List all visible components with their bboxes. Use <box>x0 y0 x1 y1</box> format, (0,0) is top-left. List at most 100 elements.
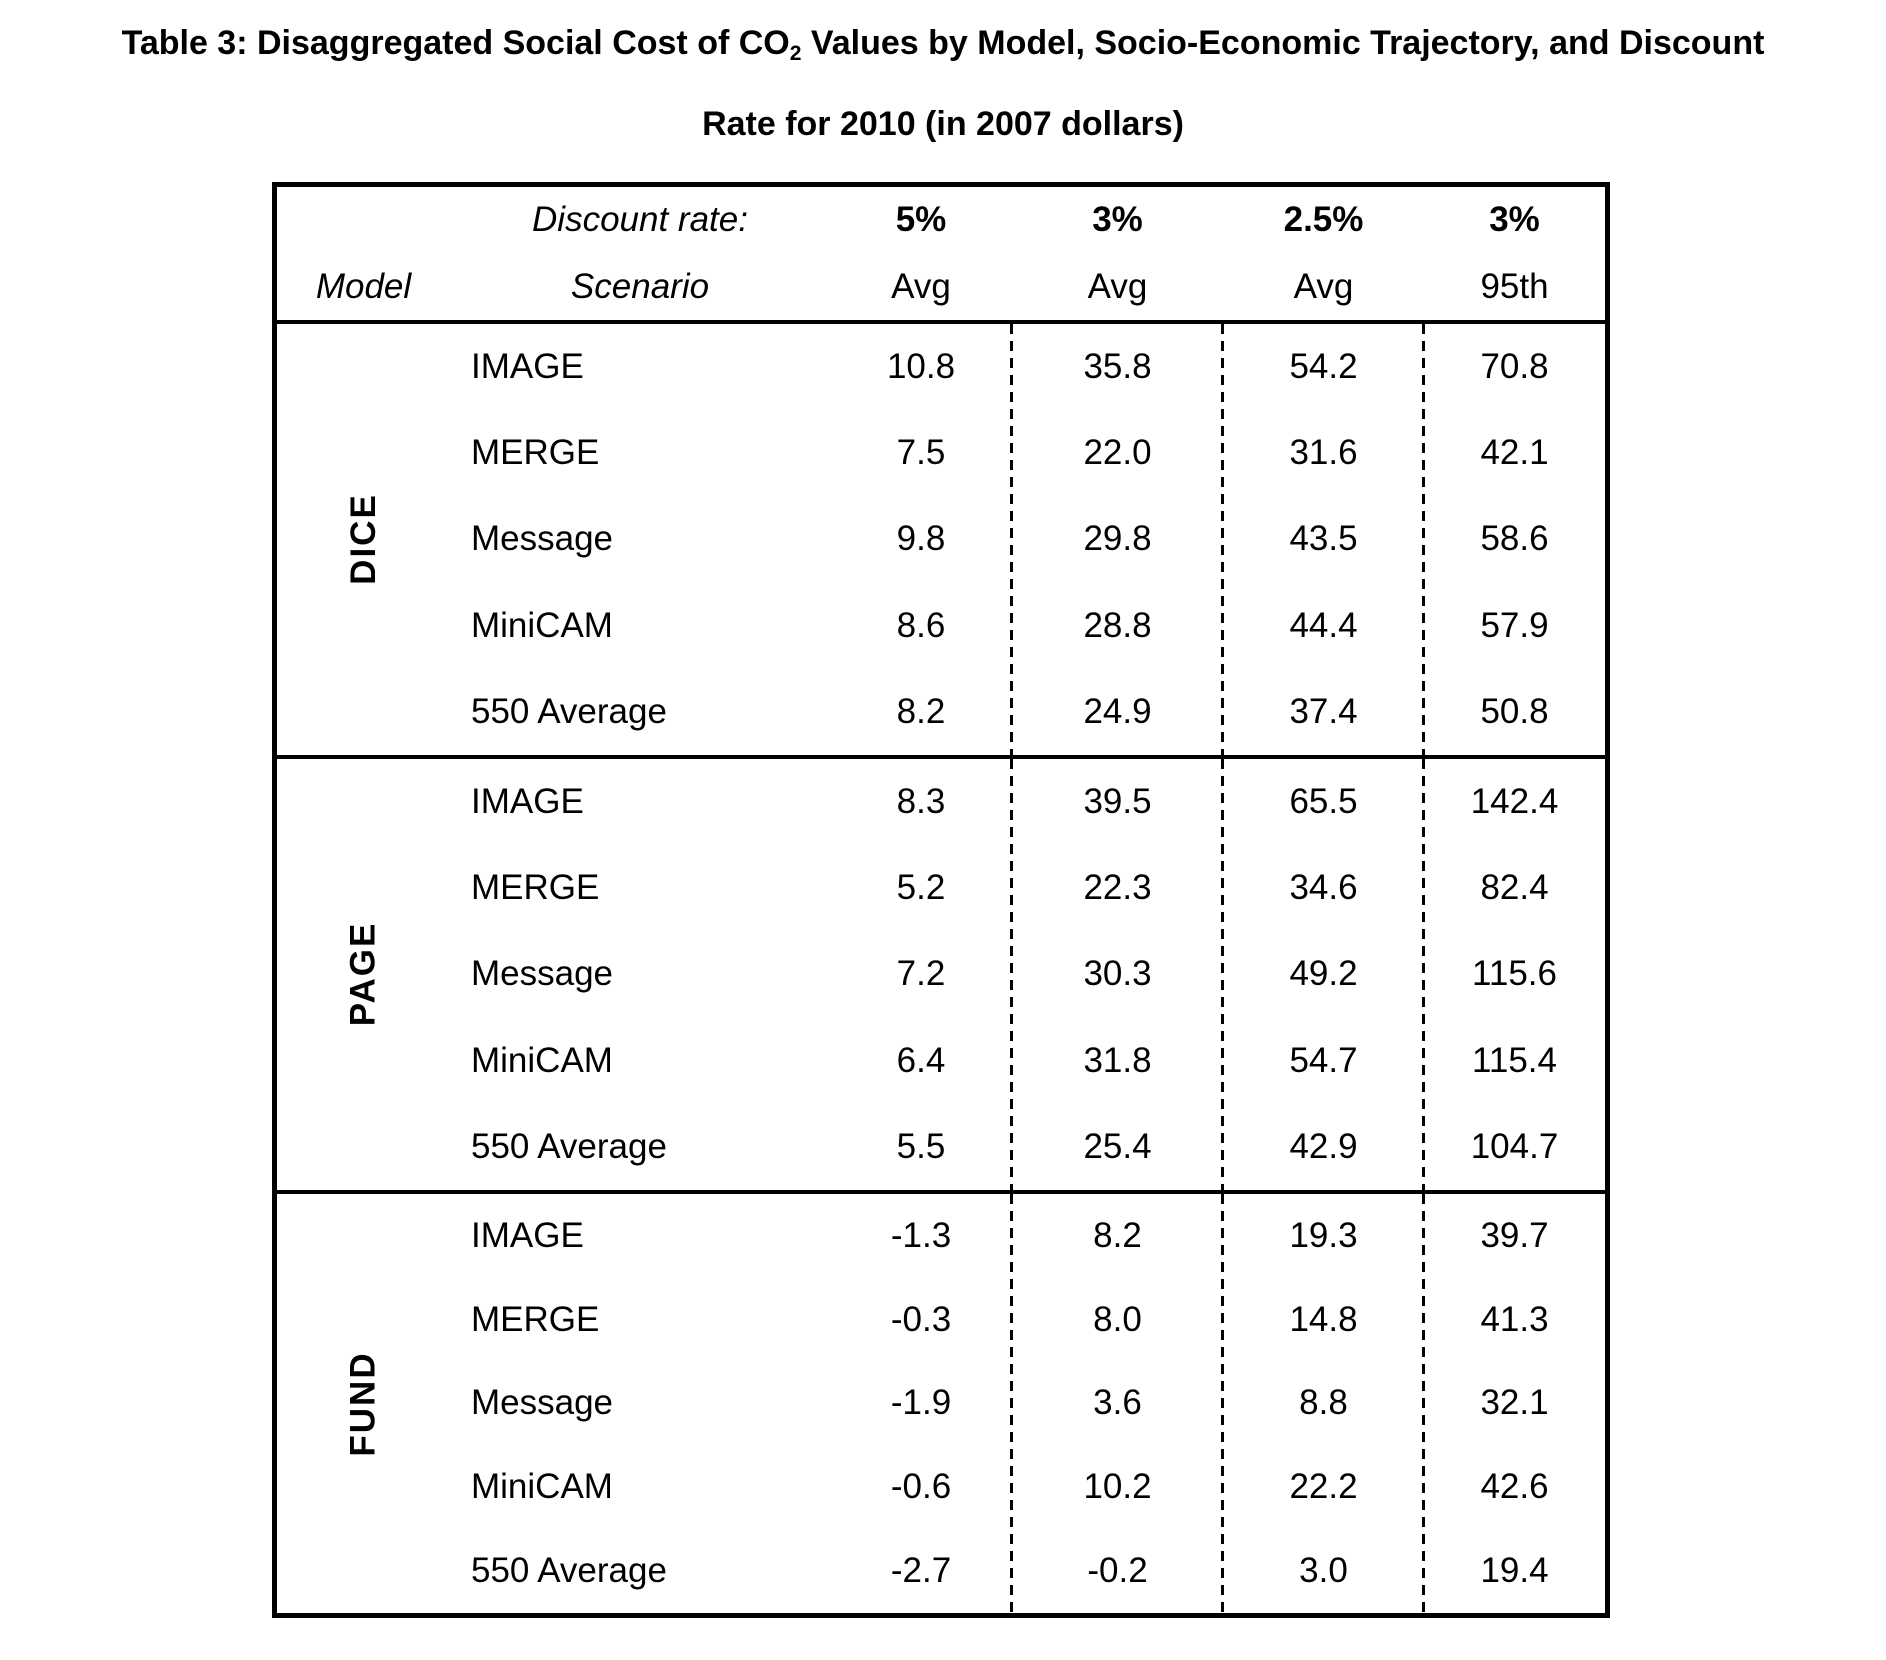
value-cell: 65.5 <box>1289 782 1358 822</box>
co2-subscript: 2 <box>789 41 802 65</box>
table-title-line1-post: Values by Model, Socio-Economic Trajecto… <box>801 24 1765 62</box>
stat-header-95th: 95th <box>1480 266 1549 306</box>
model-column-label: Model <box>315 266 412 306</box>
value-cell: 8.0 <box>1093 1299 1142 1339</box>
model-label-fund: FUND <box>343 1350 383 1457</box>
model-section-fund: FUND IMAGE -1.3 8.2 19.3 39.7 MERGE -0.3 8.0 14.8… <box>277 1190 1605 1613</box>
value-cell: 7.5 <box>896 433 946 473</box>
value-cell: 70.8 <box>1480 347 1549 387</box>
scenario-cell: 550 Average <box>471 1126 667 1166</box>
stat-header-avg-2: Avg <box>1087 266 1148 306</box>
value-cell: 41.3 <box>1480 1299 1549 1339</box>
value-cell: 50.8 <box>1480 691 1549 731</box>
model-section-page: PAGE IMAGE 8.3 39.5 65.5 142.4 MERGE 5.2 22.3 34.… <box>277 755 1605 1190</box>
value-cell: 9.8 <box>896 519 946 559</box>
scenario-column-label: Scenario <box>570 266 710 306</box>
value-cell: 57.9 <box>1480 605 1549 645</box>
value-cell: -0.6 <box>890 1467 952 1507</box>
value-cell: 54.2 <box>1289 347 1358 387</box>
scenario-cell: MiniCAM <box>471 605 613 645</box>
rate-header-3pct-95th: 3% <box>1489 200 1540 240</box>
stat-header-avg-1: Avg <box>891 266 951 306</box>
value-cell: 34.6 <box>1289 868 1358 908</box>
table-title-line2: Rate for 2010 (in 2007 dollars) <box>702 104 1184 143</box>
scenario-cell: IMAGE <box>471 782 584 822</box>
value-cell: 49.2 <box>1289 954 1358 994</box>
value-cell: 37.4 <box>1289 691 1358 731</box>
table-title-line1: Table 3: Disaggregated Social Cost of CO… <box>0 8 1886 89</box>
value-cell: 24.9 <box>1083 691 1152 731</box>
value-cell: 31.8 <box>1083 1040 1152 1080</box>
scenario-cell: MERGE <box>471 433 600 473</box>
model-cell-dice: DICE <box>277 324 450 755</box>
rate-header-5pct: 5% <box>895 200 947 240</box>
value-cell: 28.8 <box>1083 605 1152 645</box>
scenario-cell: MiniCAM <box>471 1040 613 1080</box>
value-cell: 10.8 <box>886 347 956 387</box>
value-cell: 82.4 <box>1480 868 1549 908</box>
value-cell: 10.2 <box>1083 1467 1152 1507</box>
value-cell: 44.4 <box>1289 605 1358 645</box>
value-cell: 115.4 <box>1472 1040 1557 1080</box>
value-cell: 22.0 <box>1083 433 1152 473</box>
value-cell: -1.9 <box>890 1383 952 1423</box>
scenario-cell: MERGE <box>471 868 600 908</box>
value-cell: 6.4 <box>896 1040 946 1080</box>
value-cell: -2.7 <box>890 1551 952 1591</box>
table-header: Discount rate: 5% 3% 2.5% 3% Model Scena… <box>277 187 1605 320</box>
value-cell: 115.6 <box>1472 954 1557 994</box>
value-cell: 25.4 <box>1083 1126 1152 1166</box>
value-cell: 32.1 <box>1480 1383 1549 1423</box>
value-cell: 3.6 <box>1093 1383 1142 1423</box>
value-cell: 8.2 <box>1093 1215 1142 1255</box>
stat-header-avg-3: Avg <box>1293 266 1354 306</box>
value-cell: 3.0 <box>1299 1551 1348 1591</box>
value-cell: 39.7 <box>1480 1215 1549 1255</box>
value-cell: 54.7 <box>1289 1040 1358 1080</box>
value-cell: 42.1 <box>1480 433 1549 473</box>
value-cell: -0.2 <box>1087 1551 1148 1591</box>
value-cell: 42.9 <box>1289 1126 1358 1166</box>
value-cell: 8.2 <box>896 691 946 731</box>
rate-header-3pct: 3% <box>1092 200 1143 240</box>
scenario-cell: 550 Average <box>471 691 667 731</box>
scenario-cell: IMAGE <box>471 1215 584 1255</box>
table-title-line1-pre: Table 3: Disaggregated Social Cost of CO <box>121 24 790 62</box>
model-cell-page: PAGE <box>277 759 450 1190</box>
model-cell-fund: FUND <box>277 1194 450 1613</box>
table-body: DICE IMAGE 10.8 35.8 54.2 70.8 MERGE 7.5 22.0 31.… <box>277 320 1605 1613</box>
value-cell: -1.3 <box>890 1215 952 1255</box>
value-cell: 22.2 <box>1289 1467 1358 1507</box>
value-cell: 22.3 <box>1083 868 1152 908</box>
value-cell: 5.5 <box>896 1126 946 1166</box>
value-cell: 39.5 <box>1083 782 1152 822</box>
value-cell: 5.2 <box>896 868 946 908</box>
value-cell: 35.8 <box>1083 347 1152 387</box>
value-cell: 58.6 <box>1480 519 1549 559</box>
discount-rate-label: Discount rate: <box>532 200 748 240</box>
scenario-cell: 550 Average <box>471 1551 667 1591</box>
scenario-cell: MiniCAM <box>471 1467 613 1507</box>
value-cell: 29.8 <box>1083 519 1152 559</box>
scenario-cell: Message <box>471 519 614 559</box>
scc-table: Discount rate: 5% 3% 2.5% 3% Model Scena… <box>272 182 1610 1618</box>
value-cell: 104.7 <box>1470 1126 1559 1166</box>
value-cell: 42.6 <box>1480 1467 1549 1507</box>
model-label-dice: DICE <box>343 493 383 586</box>
value-cell: 19.4 <box>1480 1551 1549 1591</box>
model-label-page: PAGE <box>343 922 383 1027</box>
value-cell: 14.8 <box>1289 1299 1358 1339</box>
value-cell: 30.3 <box>1083 954 1152 994</box>
scenario-cell: IMAGE <box>471 347 584 387</box>
value-cell: 7.2 <box>896 954 946 994</box>
model-section-dice: DICE IMAGE 10.8 35.8 54.2 70.8 MERGE 7.5 22.0 31.… <box>277 320 1605 755</box>
value-cell: 31.6 <box>1289 433 1358 473</box>
scenario-cell: MERGE <box>471 1299 600 1339</box>
scenario-cell: Message <box>471 1383 614 1423</box>
table-title: Table 3: Disaggregated Social Cost of CO… <box>0 0 1886 159</box>
rate-header-2-5pct: 2.5% <box>1283 200 1364 240</box>
value-cell: 142.4 <box>1470 782 1559 822</box>
value-cell: 8.6 <box>896 605 946 645</box>
value-cell: 8.3 <box>896 782 946 822</box>
value-cell: 43.5 <box>1289 519 1358 559</box>
